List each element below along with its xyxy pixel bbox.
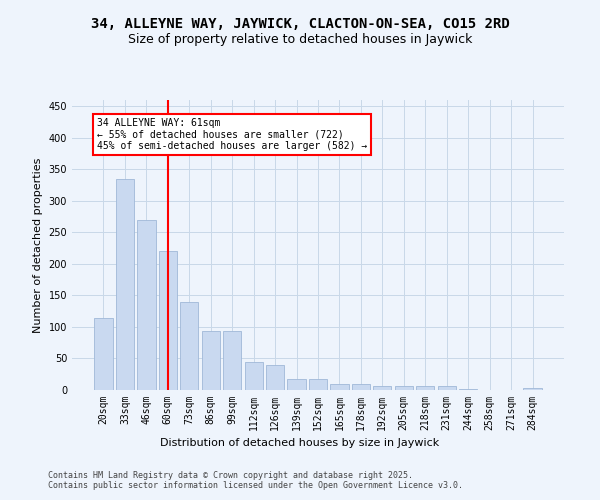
Bar	[331, 384, 349, 390]
Bar	[287, 380, 305, 390]
Bar	[309, 380, 327, 390]
Bar	[137, 220, 155, 390]
Bar	[373, 386, 391, 390]
Bar	[459, 388, 477, 390]
Bar	[116, 179, 134, 390]
Bar	[523, 388, 542, 390]
Bar	[352, 384, 370, 390]
Y-axis label: Number of detached properties: Number of detached properties	[33, 158, 43, 332]
Bar	[416, 386, 434, 390]
Text: 34 ALLEYNE WAY: 61sqm
← 55% of detached houses are smaller (722)
45% of semi-det: 34 ALLEYNE WAY: 61sqm ← 55% of detached …	[97, 118, 367, 151]
Text: Size of property relative to detached houses in Jaywick: Size of property relative to detached ho…	[128, 32, 472, 46]
Bar	[180, 302, 199, 390]
Bar	[202, 332, 220, 390]
Bar	[245, 362, 263, 390]
Bar	[94, 318, 113, 390]
Text: Contains HM Land Registry data © Crown copyright and database right 2025.
Contai: Contains HM Land Registry data © Crown c…	[48, 470, 463, 490]
Text: Distribution of detached houses by size in Jaywick: Distribution of detached houses by size …	[160, 438, 440, 448]
Bar	[266, 365, 284, 390]
Bar	[223, 332, 241, 390]
Bar	[437, 386, 456, 390]
Bar	[395, 386, 413, 390]
Bar	[159, 252, 177, 390]
Text: 34, ALLEYNE WAY, JAYWICK, CLACTON-ON-SEA, CO15 2RD: 34, ALLEYNE WAY, JAYWICK, CLACTON-ON-SEA…	[91, 18, 509, 32]
